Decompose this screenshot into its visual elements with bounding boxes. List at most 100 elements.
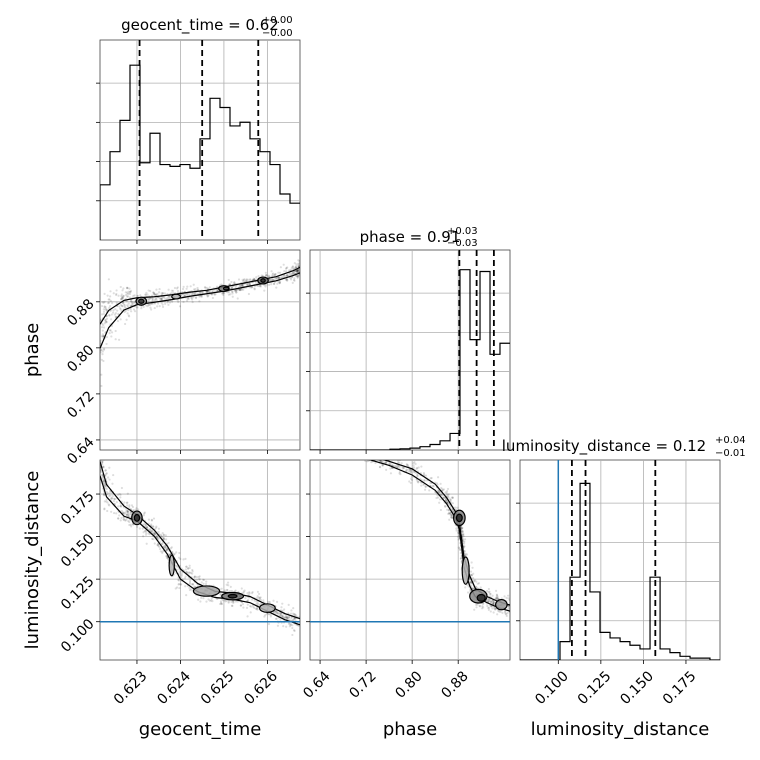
sample-point bbox=[278, 276, 281, 279]
x-tick-label: 0.175 bbox=[660, 668, 700, 708]
sample-point bbox=[183, 577, 187, 580]
sample-point bbox=[283, 608, 286, 611]
sample-point bbox=[275, 277, 278, 280]
sample-point bbox=[458, 548, 462, 551]
samples-1 bbox=[100, 460, 300, 637]
sample-point bbox=[100, 313, 104, 316]
sample-point bbox=[451, 496, 454, 499]
sample-point bbox=[397, 460, 400, 464]
sample-point bbox=[398, 466, 401, 469]
sample-point bbox=[260, 274, 263, 277]
sample-point bbox=[192, 283, 195, 286]
sample-point bbox=[156, 536, 159, 539]
sample-point bbox=[280, 606, 283, 609]
sample-point bbox=[242, 279, 246, 282]
sample-point bbox=[293, 270, 296, 274]
sample-point bbox=[259, 285, 262, 288]
sample-point bbox=[167, 288, 170, 291]
sample-point bbox=[161, 291, 164, 295]
sample-point bbox=[384, 461, 387, 465]
sample-point bbox=[417, 466, 420, 469]
sample-point bbox=[108, 329, 111, 332]
sample-point bbox=[446, 508, 449, 511]
x-tick-label: 0.88 bbox=[438, 668, 471, 701]
sample-point bbox=[101, 353, 104, 356]
sample-point bbox=[451, 502, 454, 505]
sample-point bbox=[151, 529, 154, 532]
sample-point bbox=[470, 561, 473, 564]
sample-point bbox=[191, 298, 194, 301]
sample-point bbox=[470, 584, 473, 587]
sample-point bbox=[248, 283, 252, 286]
sample-point bbox=[172, 553, 176, 556]
sample-point bbox=[101, 461, 104, 464]
sample-point bbox=[101, 460, 104, 463]
sample-point bbox=[220, 602, 223, 606]
sample-point bbox=[252, 277, 255, 280]
sample-point bbox=[379, 460, 381, 461]
sample-point bbox=[273, 611, 276, 614]
sample-point bbox=[202, 578, 206, 582]
sample-point bbox=[119, 303, 123, 307]
sample-point bbox=[178, 556, 181, 559]
sample-point bbox=[241, 288, 244, 291]
sample-point bbox=[105, 500, 108, 503]
sample-point bbox=[487, 600, 490, 603]
sample-point bbox=[146, 297, 149, 300]
sample-point bbox=[182, 300, 185, 304]
sample-point bbox=[472, 580, 475, 583]
sample-point bbox=[186, 292, 189, 296]
sample-point bbox=[296, 269, 299, 272]
y-tick-label: 0.64 bbox=[64, 434, 97, 467]
sample-point bbox=[162, 537, 166, 540]
sample-point bbox=[101, 460, 104, 463]
sample-point bbox=[144, 533, 148, 536]
sample-point bbox=[281, 615, 284, 618]
sample-point bbox=[162, 536, 165, 539]
sample-point bbox=[164, 549, 168, 552]
sample-point bbox=[117, 517, 120, 520]
sample-point bbox=[487, 597, 490, 600]
sample-point bbox=[125, 509, 128, 512]
sample-point bbox=[488, 606, 491, 609]
sample-point bbox=[237, 278, 241, 281]
sample-point bbox=[281, 614, 284, 617]
density-contour-4 bbox=[476, 593, 486, 602]
sample-point bbox=[179, 583, 182, 586]
sample-point bbox=[242, 288, 245, 291]
sample-point bbox=[396, 460, 399, 462]
sample-point bbox=[296, 269, 299, 272]
sample-point bbox=[165, 538, 168, 541]
sample-point bbox=[264, 614, 267, 617]
sample-point bbox=[153, 532, 157, 535]
sample-point bbox=[247, 292, 250, 296]
sample-point bbox=[273, 282, 276, 286]
sample-point bbox=[130, 302, 134, 305]
sample-point bbox=[122, 303, 126, 306]
sample-point bbox=[147, 303, 150, 306]
sample-point bbox=[446, 501, 449, 504]
sample-point bbox=[482, 606, 485, 609]
sample-point bbox=[297, 273, 300, 276]
sample-point bbox=[246, 283, 249, 286]
sample-point bbox=[188, 566, 191, 570]
density-contour-2 bbox=[171, 293, 182, 300]
sample-point bbox=[228, 283, 231, 286]
sample-point bbox=[100, 348, 103, 352]
sample-point bbox=[126, 509, 129, 512]
sample-point bbox=[117, 312, 120, 316]
sample-point bbox=[367, 460, 370, 462]
sample-point bbox=[101, 335, 104, 338]
sample-point bbox=[378, 460, 380, 461]
sample-point bbox=[190, 297, 193, 300]
sample-point bbox=[473, 579, 476, 582]
sample-point bbox=[112, 311, 115, 314]
sample-point bbox=[295, 269, 298, 273]
sample-point bbox=[207, 290, 210, 293]
sample-point bbox=[159, 297, 162, 300]
sample-point bbox=[101, 475, 104, 478]
sample-point bbox=[460, 526, 463, 530]
sample-point bbox=[119, 496, 122, 499]
sample-point bbox=[120, 509, 123, 513]
